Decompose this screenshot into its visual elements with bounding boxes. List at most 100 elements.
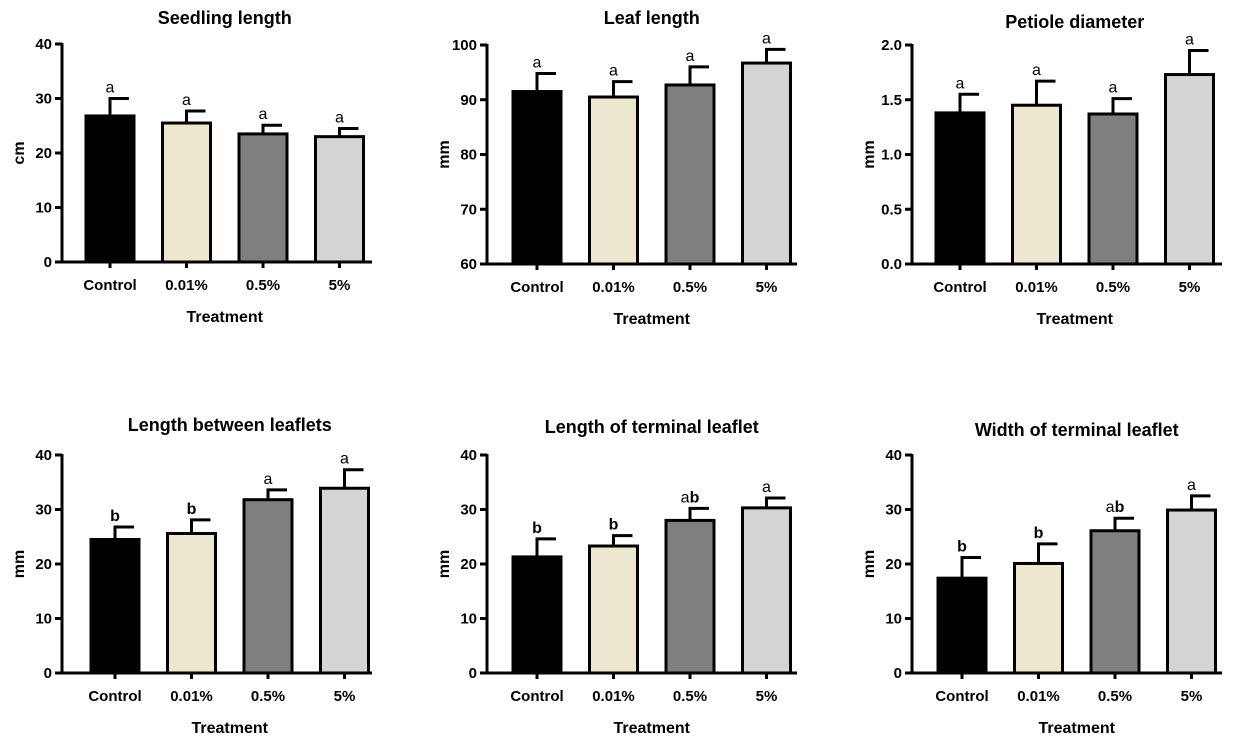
significance-label: a [762, 30, 771, 47]
x-tick-label: 0.01% [1015, 279, 1058, 296]
significance-label: a [533, 54, 542, 71]
bar [1089, 529, 1141, 675]
y-tick-label: 0.5 [881, 201, 902, 218]
significance-label: ab [681, 489, 700, 506]
chart-svg: Seedling length 0 10 20 30 40 cm a Control a 0.01%… [11, 8, 372, 326]
bar [319, 486, 370, 675]
y-tick-label: 10 [35, 200, 52, 217]
x-axis-label: Treatment [192, 720, 269, 736]
chart-title: Length of terminal leaflet [545, 417, 759, 437]
chart-title: Seedling length [158, 8, 292, 28]
y-tick-label: 20 [35, 556, 52, 573]
chart-title: Length between leaflets [128, 415, 332, 435]
bar [664, 83, 716, 266]
x-tick-label: Control [933, 279, 986, 296]
x-axis-label: Treatment [1037, 311, 1114, 328]
y-tick-label: 1.0 [881, 147, 902, 164]
bar [588, 95, 639, 266]
significance-label: ab [1106, 499, 1125, 516]
y-tick-label: 90 [460, 92, 477, 109]
significance-label: b [957, 538, 967, 555]
chart-svg: Width of terminal leaflet 0 10 20 30 40 mm b Con… [861, 420, 1222, 736]
x-tick-label: 0.5% [251, 688, 285, 705]
x-tick-label: 0.5% [673, 279, 707, 296]
x-axis-label: Treatment [187, 309, 264, 326]
chart-panel: Leaf length 60 70 80 90 100 mm a Control a 0.01% a 0… [425, 0, 836, 368]
y-tick-label: 80 [460, 147, 477, 164]
bar [89, 537, 141, 675]
y-tick-label: 40 [885, 447, 902, 464]
x-tick-label: 5% [334, 688, 356, 705]
significance-label: a [1109, 80, 1118, 97]
significance-label: b [1034, 525, 1044, 542]
significance-label: a [106, 80, 115, 97]
bar [741, 61, 792, 266]
bar [664, 518, 716, 675]
bar [1087, 112, 1139, 266]
y-axis-label: mm [861, 550, 878, 578]
x-axis-label: Treatment [614, 311, 691, 328]
bar [934, 111, 986, 266]
x-tick-label: Control [510, 688, 563, 705]
x-tick-label: 0.01% [170, 688, 213, 705]
x-tick-label: Control [83, 277, 136, 294]
y-axis-label: mm [11, 550, 28, 578]
chart-panel: Width of terminal leaflet 0 10 20 30 40 mm b Con… [850, 368, 1235, 736]
chart-title: Leaf length [604, 8, 700, 28]
x-tick-label: 0.01% [165, 277, 208, 294]
chart-panel: Length between leaflets 0 10 20 30 40 mm b Contr… [0, 368, 411, 736]
y-tick-label: 0.0 [881, 256, 902, 273]
x-tick-label: 5% [756, 688, 778, 705]
bar [1013, 561, 1064, 675]
y-axis-label: mm [436, 140, 453, 168]
chart-svg: Petiole diameter 0.0 0.5 1.0 1.5 2.0 mm a Contro… [861, 12, 1222, 328]
y-tick-label: 10 [460, 611, 477, 628]
x-axis-label: Treatment [614, 720, 691, 736]
chart-panel: Seedling length 0 10 20 30 40 cm a Control a 0.01%… [0, 0, 411, 368]
bar [1164, 73, 1215, 266]
bar [511, 90, 563, 266]
bar [1166, 508, 1217, 675]
chart-panel: Length of terminal leaflet 0 10 20 30 40 mm b Co… [425, 368, 836, 736]
y-tick-label: 40 [35, 36, 52, 53]
significance-label: b [609, 517, 619, 534]
significance-label: b [532, 520, 542, 537]
y-tick-label: 40 [460, 447, 477, 464]
y-tick-label: 30 [35, 91, 52, 108]
y-tick-label: 20 [885, 556, 902, 573]
bar [237, 132, 289, 264]
y-axis-label: cm [11, 141, 28, 164]
y-tick-label: 10 [885, 611, 902, 628]
y-tick-label: 20 [460, 556, 477, 573]
x-tick-label: 5% [756, 279, 778, 296]
y-tick-label: 30 [35, 502, 52, 519]
chart-svg: Length between leaflets 0 10 20 30 40 mm b Contr… [11, 415, 372, 736]
x-tick-label: 5% [1181, 688, 1203, 705]
x-tick-label: 0.5% [1096, 279, 1130, 296]
significance-label: a [182, 92, 191, 109]
significance-label: a [340, 451, 349, 468]
significance-label: a [762, 479, 771, 496]
y-tick-label: 40 [35, 447, 52, 464]
y-tick-label: 30 [885, 502, 902, 519]
x-tick-label: 5% [1179, 279, 1201, 296]
y-tick-label: 0 [894, 665, 902, 682]
significance-label: a [259, 106, 268, 123]
significance-label: a [1032, 62, 1041, 79]
y-tick-label: 20 [35, 145, 52, 162]
x-tick-label: 5% [329, 277, 351, 294]
chart-title: Petiole diameter [1005, 12, 1144, 32]
y-tick-label: 0 [469, 665, 477, 682]
significance-label: a [609, 63, 618, 80]
bar [161, 121, 212, 264]
significance-label: a [335, 109, 344, 126]
y-tick-label: 1.5 [881, 92, 902, 109]
significance-label: a [686, 48, 695, 65]
y-tick-label: 100 [452, 37, 477, 54]
x-tick-label: Control [88, 688, 141, 705]
x-tick-label: 0.01% [1017, 688, 1060, 705]
y-tick-label: 70 [460, 201, 477, 218]
x-tick-label: 0.5% [673, 688, 707, 705]
y-tick-label: 30 [460, 502, 477, 519]
